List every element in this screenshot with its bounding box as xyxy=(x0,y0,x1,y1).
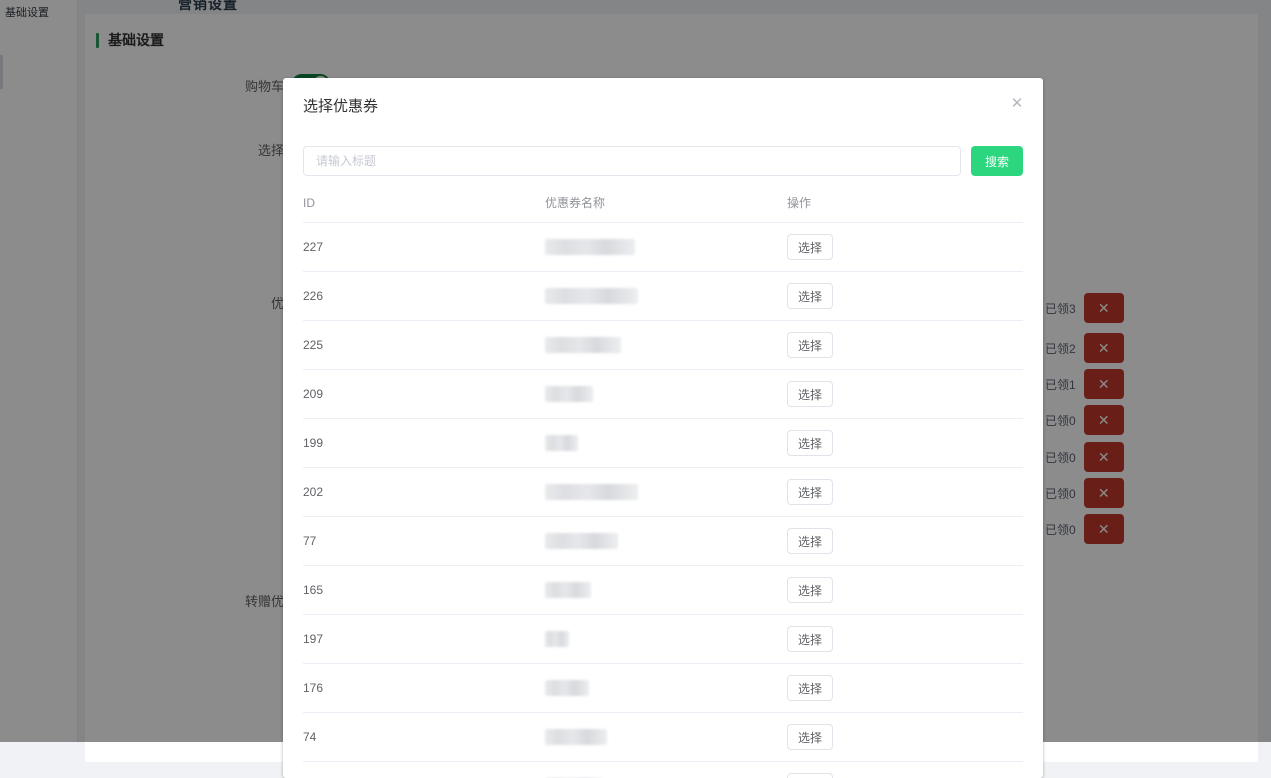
table-header-row: ID 优惠券名称 操作 xyxy=(303,194,1023,223)
redacted-coupon-name xyxy=(545,435,578,451)
column-header-action: 操作 xyxy=(787,194,1023,223)
select-coupon-button[interactable]: 选择 xyxy=(787,283,833,309)
redacted-coupon-name xyxy=(545,680,589,696)
cell-id: 226 xyxy=(303,272,545,321)
table-row: 227 选择 xyxy=(303,223,1023,272)
cell-coupon-name xyxy=(545,566,787,615)
table-row: 176 选择 xyxy=(303,664,1023,713)
table-row: 226 选择 xyxy=(303,272,1023,321)
cell-action: 选择 xyxy=(787,615,1023,664)
redacted-coupon-name xyxy=(545,631,569,647)
cell-id: 77 xyxy=(303,517,545,566)
redacted-coupon-name xyxy=(545,533,618,549)
cell-action: 选择 xyxy=(787,664,1023,713)
column-header-id: ID xyxy=(303,194,545,223)
dialog-body: 搜索 ID 优惠券名称 操作 227 选择 226 选择 225 选择 209 选择 199 选择… xyxy=(283,146,1043,778)
select-coupon-button[interactable]: 选择 xyxy=(787,332,833,358)
cell-coupon-name xyxy=(545,664,787,713)
cell-action: 选择 xyxy=(787,419,1023,468)
redacted-coupon-name xyxy=(545,288,638,304)
cell-coupon-name xyxy=(545,517,787,566)
select-coupon-button[interactable]: 选择 xyxy=(787,528,833,554)
select-coupon-button[interactable]: 选择 xyxy=(787,724,833,750)
dialog-title: 选择优惠券 xyxy=(303,95,378,116)
column-header-coupon-name: 优惠券名称 xyxy=(545,194,787,223)
cell-id: 74 xyxy=(303,713,545,762)
cell-id: 65 xyxy=(303,762,545,778)
search-input[interactable] xyxy=(303,146,961,176)
table-row: 197 选择 xyxy=(303,615,1023,664)
search-bar: 搜索 xyxy=(303,146,1023,176)
select-coupon-button[interactable]: 选择 xyxy=(787,234,833,260)
table-row: 65 选择 xyxy=(303,762,1023,778)
select-coupon-button[interactable]: 选择 xyxy=(787,577,833,603)
select-coupon-button[interactable]: 选择 xyxy=(787,381,833,407)
select-coupon-dialog: 选择优惠券 ✕ 搜索 ID 优惠券名称 操作 227选择226选择225选择20… xyxy=(283,78,1043,778)
table-row: 209 选择 xyxy=(303,370,1023,419)
cell-action: 选择 xyxy=(787,370,1023,419)
redacted-coupon-name xyxy=(545,582,591,598)
cell-id: 197 xyxy=(303,615,545,664)
close-icon[interactable]: ✕ xyxy=(1005,91,1029,115)
cell-action: 选择 xyxy=(787,272,1023,321)
table-row: 77 选择 xyxy=(303,517,1023,566)
redacted-coupon-name xyxy=(545,239,635,255)
cell-action: 选择 xyxy=(787,321,1023,370)
table-row: 202 选择 xyxy=(303,468,1023,517)
dialog-header: 选择优惠券 ✕ xyxy=(283,78,1043,132)
cell-id: 225 xyxy=(303,321,545,370)
cell-action: 选择 xyxy=(787,223,1023,272)
cell-id: 176 xyxy=(303,664,545,713)
redacted-coupon-name xyxy=(545,729,607,745)
cell-coupon-name xyxy=(545,762,787,778)
cell-coupon-name xyxy=(545,468,787,517)
cell-coupon-name xyxy=(545,615,787,664)
cell-coupon-name xyxy=(545,223,787,272)
cell-coupon-name xyxy=(545,713,787,762)
select-coupon-button[interactable]: 选择 xyxy=(787,773,833,778)
cell-coupon-name xyxy=(545,419,787,468)
table-row: 199 选择 xyxy=(303,419,1023,468)
table-row: 225 选择 xyxy=(303,321,1023,370)
cell-id: 202 xyxy=(303,468,545,517)
cell-action: 选择 xyxy=(787,566,1023,615)
redacted-coupon-name xyxy=(545,386,593,402)
cell-action: 选择 xyxy=(787,762,1023,778)
cell-id: 209 xyxy=(303,370,545,419)
select-coupon-button[interactable]: 选择 xyxy=(787,430,833,456)
cell-coupon-name xyxy=(545,272,787,321)
cell-action: 选择 xyxy=(787,713,1023,762)
table-row: 165 选择 xyxy=(303,566,1023,615)
cell-id: 227 xyxy=(303,223,545,272)
cell-coupon-name xyxy=(545,370,787,419)
cell-id: 199 xyxy=(303,419,545,468)
cell-action: 选择 xyxy=(787,468,1023,517)
redacted-coupon-name xyxy=(545,337,621,353)
select-coupon-button[interactable]: 选择 xyxy=(787,626,833,652)
select-coupon-button[interactable]: 选择 xyxy=(787,675,833,701)
cell-coupon-name xyxy=(545,321,787,370)
cell-action: 选择 xyxy=(787,517,1023,566)
table-row: 74 选择 xyxy=(303,713,1023,762)
search-button[interactable]: 搜索 xyxy=(971,146,1023,176)
select-coupon-button[interactable]: 选择 xyxy=(787,479,833,505)
redacted-coupon-name xyxy=(545,484,638,500)
cell-id: 165 xyxy=(303,566,545,615)
